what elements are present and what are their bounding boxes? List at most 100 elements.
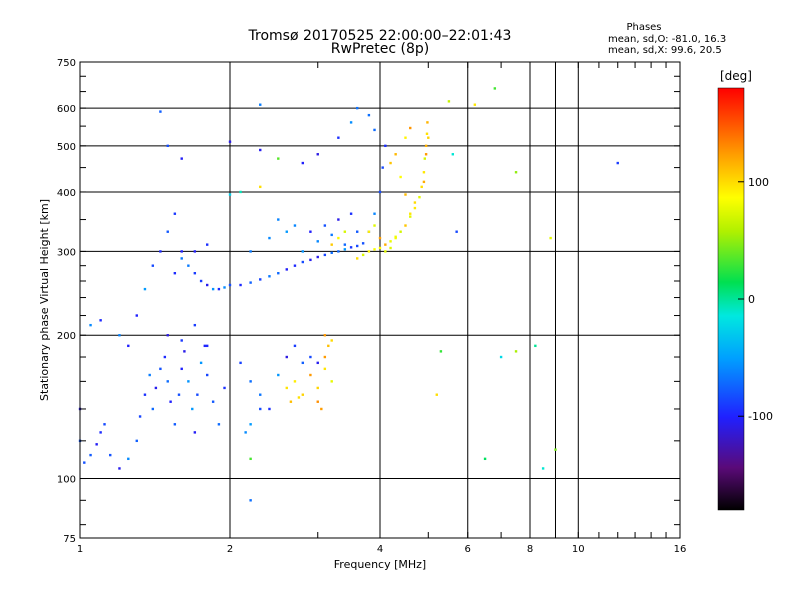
data-point [223,386,226,390]
data-point [203,344,206,348]
data-point [285,355,288,359]
data-point [293,224,297,227]
data-point [367,230,371,233]
data-point [277,272,280,275]
data-point [163,355,167,359]
data-point [316,400,319,403]
data-point [127,344,130,348]
data-point [196,393,199,396]
x-tick-label: 2 [227,544,233,555]
data-point [343,248,347,251]
data-point [159,110,162,113]
data-point [361,253,365,257]
data-point [154,386,158,390]
data-point [143,393,147,396]
data-point [409,215,412,218]
data-point [455,230,458,233]
data-point [277,157,280,160]
data-point [118,334,121,337]
data-point [228,193,232,196]
x-tick-label: 6 [465,544,471,555]
data-point [293,264,297,267]
x-tick-label: 10 [572,544,585,555]
x-tick-label: 16 [674,544,687,555]
colorbar-tick-label: 100 [748,176,769,189]
data-point [180,367,183,371]
x-axis-ticks: 1 2 4 6 8 10 16 [77,62,687,555]
data-point [337,236,340,240]
y-tick-label: 200 [57,331,76,342]
data-point [330,380,333,383]
x-tick-label: 1 [77,544,83,555]
data-point [399,230,402,233]
data-point [193,323,197,327]
chart-subtitle: RwPretec (8p) [331,41,429,57]
data-point [425,132,429,135]
data-point [259,185,262,189]
data-point [293,344,297,348]
data-point [205,344,209,348]
data-point [384,250,387,253]
data-points [78,87,619,502]
data-point [323,253,327,257]
data-point [330,339,333,342]
data-point [151,264,155,267]
y-tick-label: 300 [57,247,76,258]
data-point [409,126,412,130]
data-point [420,185,423,189]
data-point [323,355,327,359]
y-axis-label: Stationary phase Virtual Height [km] [38,199,51,401]
data-point [83,461,86,464]
data-point [427,136,430,139]
data-point [378,246,382,250]
data-point [166,144,169,148]
data-point [309,258,312,262]
data-point [249,499,252,502]
data-point [378,190,382,194]
data-point [148,373,151,377]
data-point [193,431,197,434]
data-point [549,236,552,240]
phase-stats-x: mean, sd,X: 99.6, 20.5 [608,45,722,56]
data-point [99,431,102,434]
data-point [394,236,397,240]
y-tick-label: 75 [63,534,76,545]
data-point [337,250,340,253]
data-point [285,230,288,233]
data-point [316,386,319,390]
data-point [378,236,382,240]
data-point [323,334,327,337]
data-point [301,361,305,365]
data-point [259,148,262,152]
data-point [259,103,262,106]
x-tick-label: 8 [527,544,533,555]
colorbar-label: [deg] [720,69,752,83]
data-point [285,268,288,271]
data-point [541,467,545,470]
data-point [330,233,333,237]
data-point [191,407,194,411]
data-point [413,206,417,210]
data-point [473,103,477,106]
data-point [355,244,359,248]
data-point [239,361,242,365]
data-point [259,393,262,396]
data-point [337,218,340,221]
colorbar-tick-label: -100 [748,410,773,423]
data-point [327,344,330,348]
data-point [554,448,557,451]
data-point [103,423,106,426]
data-point [187,380,190,383]
data-point [343,230,347,233]
data-point [384,144,387,148]
data-point [180,250,183,253]
data-point [373,212,376,215]
data-point [127,457,130,461]
data-point [166,380,169,383]
data-point [616,161,619,165]
data-point [394,235,397,238]
data-point [394,153,397,156]
data-point [337,136,340,139]
data-point [166,334,169,337]
data-point [413,201,417,204]
